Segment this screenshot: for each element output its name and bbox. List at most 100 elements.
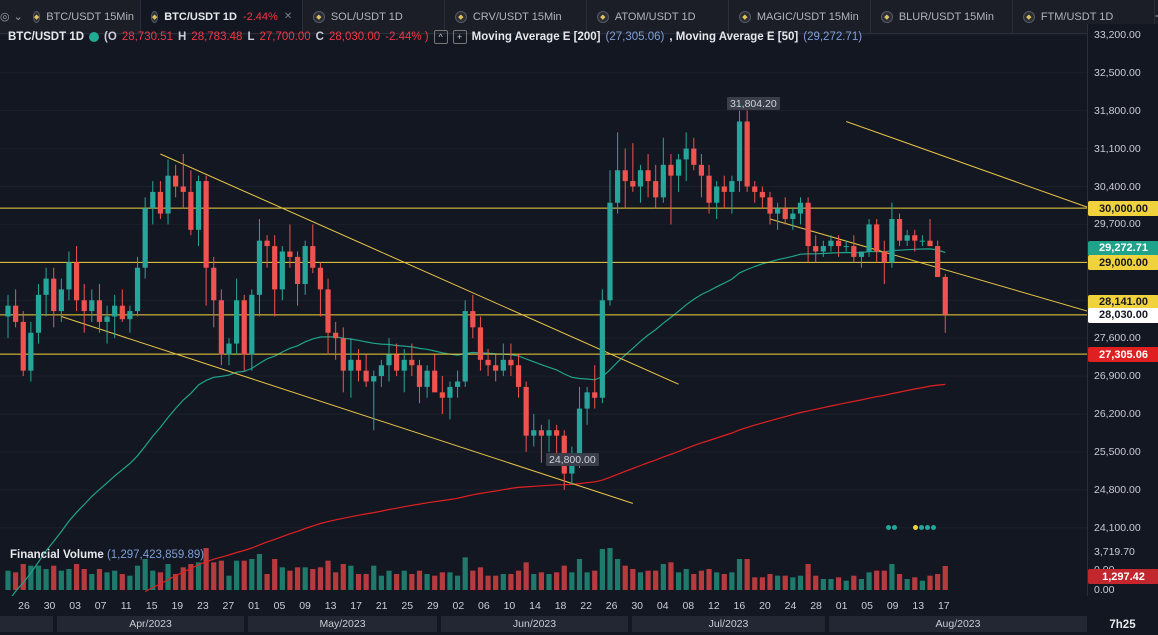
volume-bar [416,570,423,590]
volume-bar [622,565,628,590]
date-tick: 04 [656,600,669,612]
tab-3[interactable]: ◆ CRV/USDT 15Min [445,0,587,33]
ma200-path [144,383,946,593]
volume-bar [58,570,64,590]
candle-body [500,359,506,371]
candle-body [104,316,110,322]
candle-body [325,289,331,333]
legend-change: -2.44% ) [385,31,429,43]
volume-bar [432,575,438,590]
tab-7[interactable]: ◆ FTM/USDT 1D [1013,0,1155,33]
candle-body [112,305,118,317]
legend-close-label: C [315,31,324,43]
tab-label: CRV/USDT 15Min [472,10,562,23]
volume-bar [546,574,552,590]
add-tab-button[interactable]: + [1155,0,1158,33]
volume-bar [835,577,842,590]
volume-bar [470,570,476,590]
candle-body [493,365,499,371]
volume-bar [508,574,514,590]
volume-bar [73,564,80,590]
price-tick: 27,600.00 [1094,332,1141,345]
candle-body [310,246,316,268]
candle-body [13,305,19,322]
countdown-timer: 7h25 [1109,618,1136,631]
candle-body [942,276,948,315]
tab-label: BTC/USDT 15Min [46,10,135,23]
volume-bar [28,565,34,590]
candle-body [294,256,301,284]
legend-collapse-button[interactable]: ^ [433,30,448,44]
candle-body [584,392,590,409]
legend-low: 27,700.00 [259,31,311,43]
volume-bar [744,559,750,590]
add-indicator-button[interactable]: + [452,30,467,44]
volume-bar [858,579,865,590]
tab-4[interactable]: ◆ ATOM/USDT 1D [587,0,729,33]
signal-dot [892,525,897,530]
tab-menu-control[interactable]: ◎ ⌄ [0,0,23,33]
candle-body [744,121,750,187]
close-tab-icon[interactable]: ✕ [283,11,293,22]
low-price-callout: 24,800.00 [546,453,599,466]
legend-high: 28,783.48 [191,31,243,43]
volume-bar [828,579,834,590]
date-tick: 01 [248,600,260,612]
candle-body [256,240,263,295]
chevron-down-icon: ⌄ [13,11,23,23]
candle-body [721,186,727,192]
date-tick: 17 [937,600,950,612]
candle-body [462,311,468,382]
volume-bar [211,562,217,590]
date-tick: 21 [375,600,388,612]
volume-bar [302,567,308,590]
candle-body [89,300,95,312]
volume-bar [348,565,354,590]
candle-body [912,235,918,241]
tab-6[interactable]: ◆ BLUR/USDT 15Min [871,0,1013,33]
price-axis[interactable]: 33,200.00 32,500.00 31,800.00 31,100.00 30,4… [1087,24,1158,596]
candle-body [935,246,941,277]
volume-bar [310,569,316,590]
legend-symbol: BTC/USDT 1D [8,31,85,43]
volume-bar [378,575,384,590]
candle-body [698,164,705,176]
tab-0[interactable]: ◆ BTC/USDT 15Min [23,0,141,33]
volume-bar [706,569,712,590]
trendline [846,121,1087,208]
candle-body [592,392,598,398]
date-tick: 26 [605,600,618,612]
candle-body [226,343,232,355]
market-open-icon [89,32,100,42]
volume-bar [173,574,179,590]
candle-body [889,219,895,263]
tab-1[interactable]: ◆ BTC/USDT 1D -2.44% ✕ [140,0,303,33]
volume-bar [317,567,324,590]
tab-2[interactable]: ◆ SOL/USDT 1D [303,0,445,33]
signal-dot [925,525,930,530]
volume-bar [889,564,895,590]
candle-body [820,246,826,252]
candle-body [485,359,491,366]
legend-ma50-value: (29,272.71) [803,31,863,43]
legend-ma200-value: (27,305.06) [605,31,665,43]
candle-body [866,224,872,252]
volume-bar [234,560,240,590]
gridlines [0,34,1087,529]
legend-close: 28,030.00 [328,31,381,43]
volume-bar [569,572,575,590]
candle-body [927,240,933,247]
volume-bar [180,567,186,590]
price-chart[interactable] [0,24,1087,596]
candle-body [264,240,270,247]
volume-bar [630,569,636,590]
candle-body [302,246,308,284]
legend-ma200-label: Moving Average E [200] [471,31,601,43]
time-axis[interactable]: 26 30 03 07 11 15 19 23 27 01 05 09 13 17 21 25 29 02 06 10… [0,596,1087,616]
price-tick: 30,400.00 [1094,180,1141,193]
candle-body [272,246,278,290]
tab-5[interactable]: ◆ MAGIC/USDT 15Min [729,0,871,33]
candle-body [81,300,87,312]
volume-bar [256,554,263,590]
coin-icon: ◆ [32,10,41,23]
